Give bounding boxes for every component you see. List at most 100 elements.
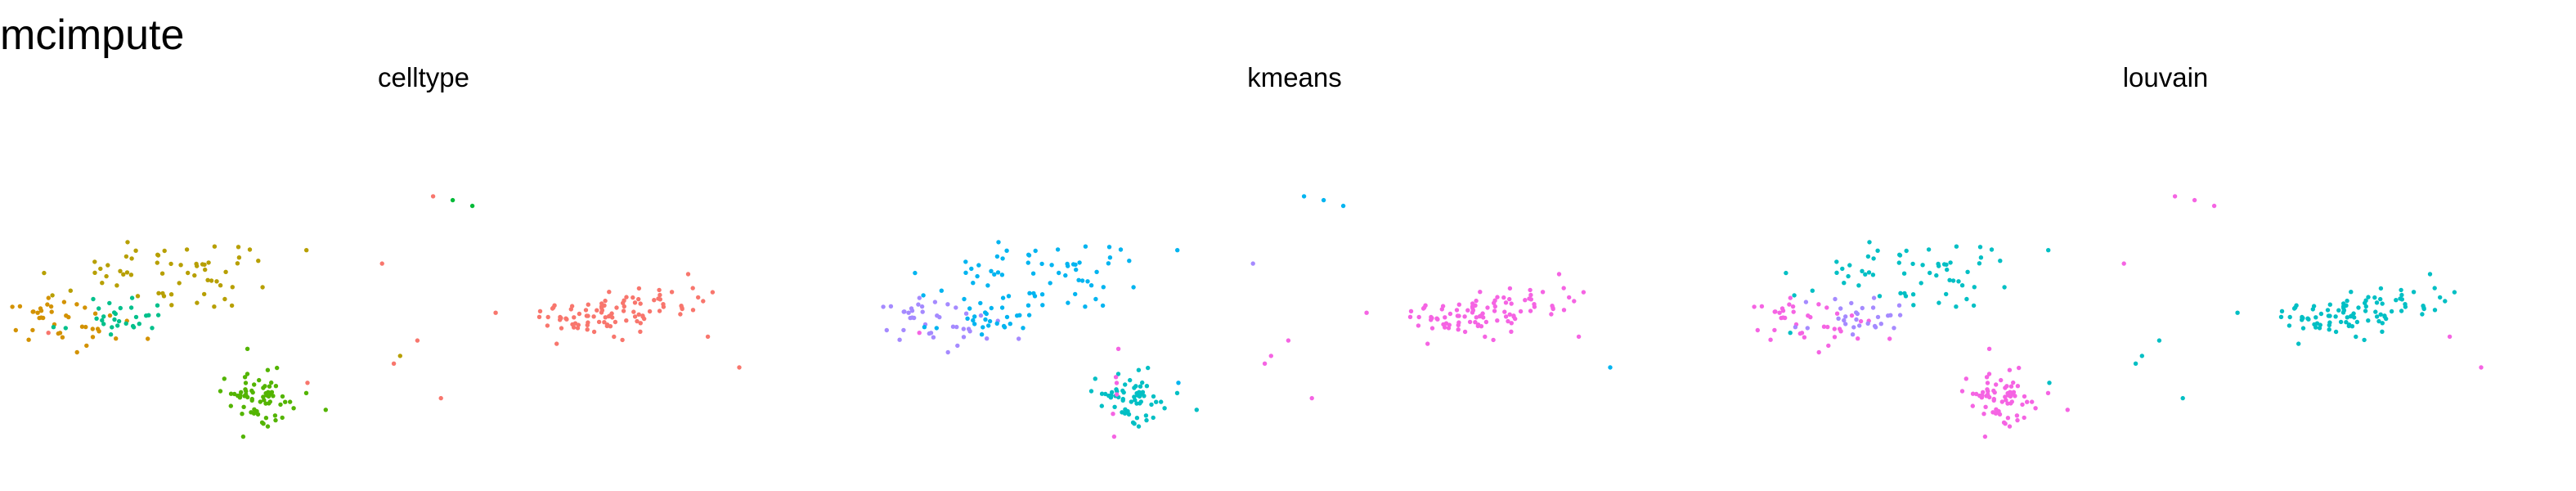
scatter-point bbox=[243, 381, 249, 385]
scatter-point bbox=[969, 266, 974, 272]
scatter-point bbox=[1999, 399, 2004, 404]
scatter-point bbox=[2380, 301, 2385, 306]
scatter-point bbox=[192, 273, 197, 278]
scatter-point bbox=[90, 335, 96, 340]
scatter-point bbox=[271, 394, 276, 399]
scatter-point bbox=[278, 402, 283, 408]
scatter-point bbox=[257, 377, 262, 383]
scatter-point bbox=[235, 261, 240, 266]
scatter-point bbox=[1106, 261, 1111, 266]
scatter-point bbox=[2452, 290, 2457, 295]
scatter-point bbox=[304, 248, 309, 253]
panel-kmeans: kmeans bbox=[881, 62, 1613, 439]
scatter-point bbox=[1561, 286, 1566, 291]
scatter-point bbox=[101, 314, 106, 319]
scatter-point bbox=[1842, 318, 1847, 323]
scatter-point bbox=[1503, 300, 1509, 305]
scatter-point bbox=[595, 308, 599, 313]
scatter-point bbox=[1076, 277, 1081, 282]
scatter-point bbox=[206, 260, 211, 265]
scatter-point bbox=[2014, 413, 2020, 418]
scatter-point bbox=[631, 295, 635, 300]
scatter-point bbox=[1454, 308, 1460, 313]
scatter-point bbox=[690, 308, 696, 313]
scatter-point bbox=[1842, 281, 1847, 286]
scatter-point bbox=[881, 304, 886, 309]
scatter-point bbox=[536, 314, 542, 319]
scatter-point bbox=[2278, 314, 2284, 319]
scatter-point bbox=[1501, 295, 1506, 300]
scatter-point bbox=[2351, 311, 2356, 316]
scatter-point bbox=[2363, 309, 2368, 313]
scatter-point bbox=[263, 416, 269, 421]
scatter-point bbox=[604, 322, 610, 327]
scatter-point bbox=[1865, 321, 1870, 326]
scatter-point bbox=[1528, 309, 1533, 313]
scatter-point bbox=[137, 322, 141, 327]
scatter-point bbox=[1106, 245, 1112, 250]
scatter-point bbox=[1021, 326, 1025, 331]
scatter-point bbox=[559, 316, 563, 321]
scatter-point bbox=[1805, 326, 1810, 331]
scatter-point bbox=[1085, 279, 1090, 284]
scatter-point bbox=[1115, 392, 1120, 397]
scatter-point bbox=[83, 305, 88, 310]
scatter-point bbox=[1784, 270, 1788, 276]
scatter-point bbox=[1523, 298, 1528, 303]
scatter-point bbox=[1887, 336, 1892, 341]
scatter-point bbox=[42, 270, 47, 276]
scatter-point bbox=[265, 367, 271, 372]
scatter-point bbox=[583, 308, 589, 313]
scatter-point bbox=[1115, 372, 1121, 376]
scatter-point bbox=[1608, 365, 1613, 370]
scatter-point bbox=[638, 321, 643, 326]
scatter-point bbox=[1093, 376, 1098, 381]
scatter-point bbox=[49, 309, 54, 314]
scatter-point bbox=[636, 296, 641, 302]
scatter-point bbox=[2349, 290, 2354, 295]
scatter-point bbox=[1128, 377, 1133, 383]
scatter-point bbox=[1752, 304, 1757, 309]
scatter-point bbox=[1870, 305, 1876, 310]
scatter-point bbox=[1896, 260, 1901, 265]
scatter-point bbox=[1000, 295, 1006, 300]
scatter-point bbox=[1015, 313, 1020, 318]
scatter-point bbox=[1948, 260, 1953, 265]
scatter-point bbox=[984, 311, 990, 317]
scatter-point bbox=[305, 381, 310, 385]
scatter-point bbox=[901, 327, 906, 333]
scatter-point bbox=[1556, 272, 1562, 277]
scatter-point bbox=[2156, 338, 2162, 343]
scatter-point bbox=[250, 390, 255, 395]
scatter-point bbox=[1099, 391, 1105, 396]
scatter-point bbox=[245, 372, 250, 376]
scatter-point bbox=[640, 314, 645, 319]
scatter-point bbox=[981, 325, 985, 330]
scatter-point bbox=[1509, 329, 1514, 334]
scatter-point bbox=[920, 309, 925, 314]
scatter-point bbox=[92, 311, 98, 316]
scatter-point bbox=[493, 310, 498, 315]
scatter-point bbox=[1945, 267, 1950, 273]
scatter-point bbox=[1446, 326, 1452, 331]
scatter-point bbox=[291, 406, 296, 411]
scatter-point bbox=[1048, 281, 1052, 286]
scatter-point bbox=[1904, 248, 1909, 254]
scatter-point bbox=[269, 380, 274, 385]
scatter-point bbox=[955, 343, 960, 349]
scatter-point bbox=[1851, 325, 1856, 330]
scatter-point bbox=[1480, 311, 1485, 316]
scatter-point bbox=[38, 306, 43, 311]
scatter-point bbox=[155, 303, 160, 308]
scatter-point bbox=[1483, 319, 1489, 325]
scatter-point bbox=[1803, 300, 1809, 304]
scatter-point bbox=[1485, 305, 1490, 310]
scatter-point bbox=[1983, 404, 1988, 409]
scatter-point bbox=[1016, 336, 1021, 341]
scatter-point bbox=[2344, 320, 2349, 325]
scatter-point bbox=[1875, 248, 1880, 253]
scatter-point bbox=[202, 291, 207, 297]
scatter-point bbox=[2326, 313, 2331, 318]
scatter-point bbox=[1936, 300, 1941, 305]
scatter-point bbox=[978, 300, 983, 306]
